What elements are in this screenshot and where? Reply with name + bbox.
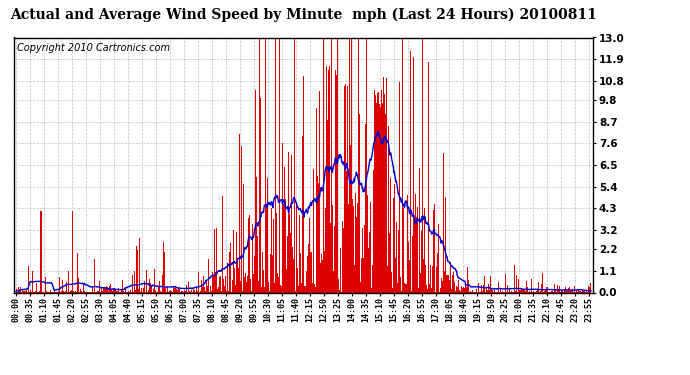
Text: Actual and Average Wind Speed by Minute  mph (Last 24 Hours) 20100811: Actual and Average Wind Speed by Minute … bbox=[10, 8, 597, 22]
Text: Copyright 2010 Cartronics.com: Copyright 2010 Cartronics.com bbox=[17, 43, 170, 52]
